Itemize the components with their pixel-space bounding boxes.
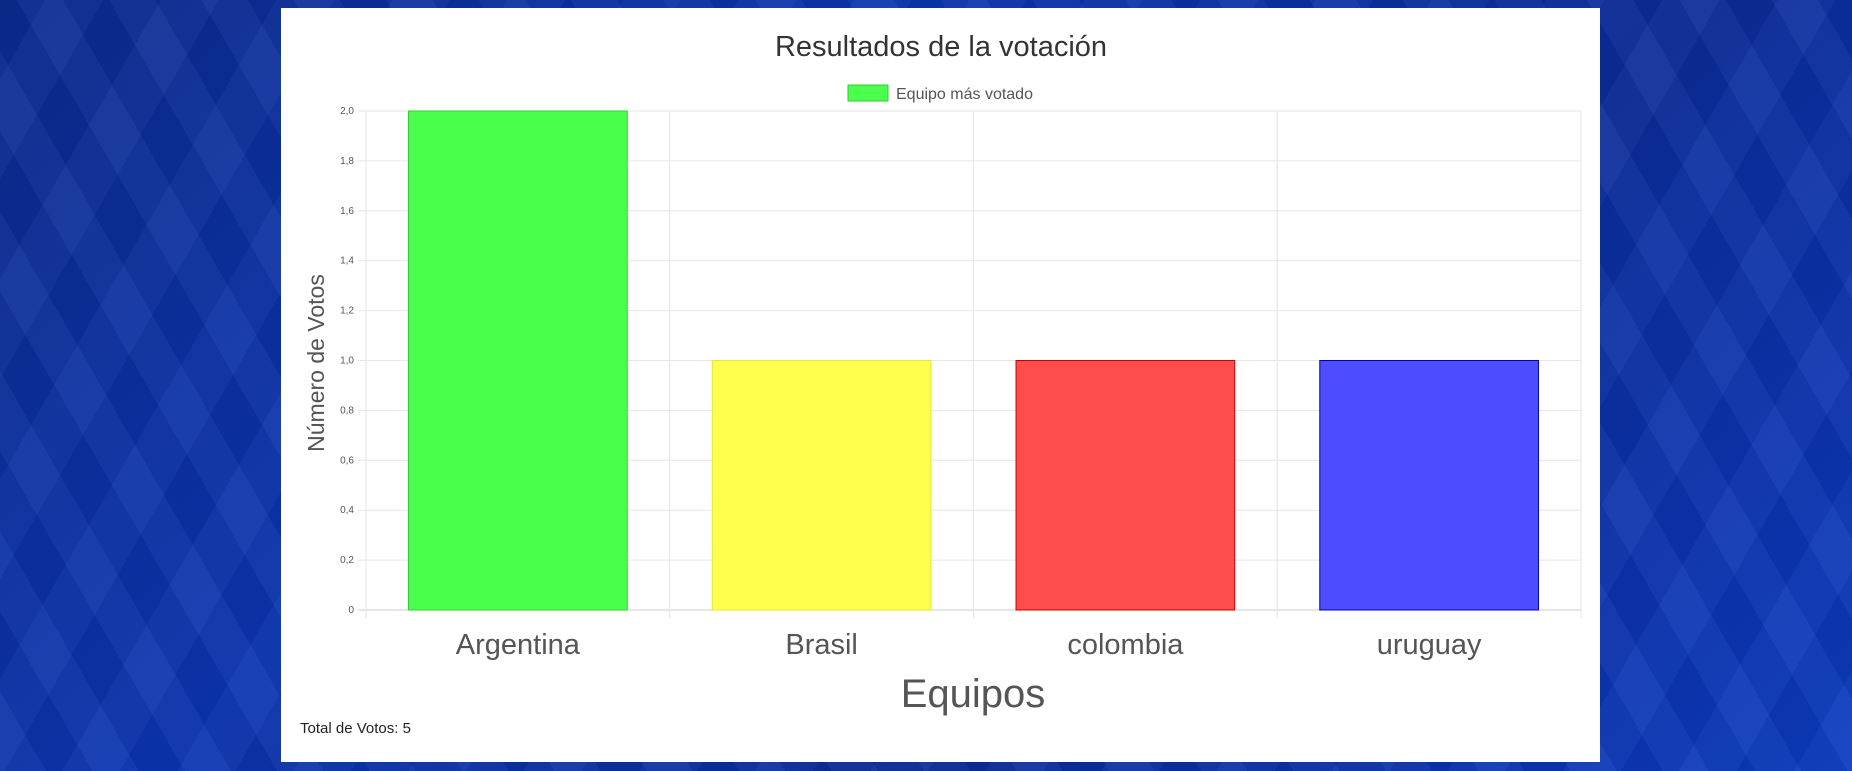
- bars: [408, 110, 1539, 611]
- x-axis-label: Equipos: [901, 672, 1046, 716]
- legend: Equipo más votado: [847, 84, 1033, 103]
- y-tick-label: 0,4: [340, 505, 354, 516]
- legend-label: Equipo más votado: [896, 86, 1033, 103]
- y-tick-label: 0,8: [340, 405, 354, 416]
- y-tick-label: 0,6: [340, 455, 354, 466]
- chart-title: Resultados de la votación: [775, 31, 1107, 63]
- x-tick-label: uruguay: [1377, 629, 1482, 661]
- y-tick-label: 1,2: [340, 306, 354, 317]
- y-axis-label: Número de Votos: [303, 274, 329, 452]
- x-tick-label: colombia: [1067, 629, 1184, 661]
- y-tick-label: 2,0: [340, 106, 354, 117]
- y-tick-label: 0: [348, 605, 354, 616]
- x-tick-label: Argentina: [456, 629, 581, 661]
- y-tick-label: 0,2: [340, 555, 354, 566]
- y-tick-label: 1,4: [340, 256, 354, 267]
- bar-argentina: [408, 110, 628, 611]
- y-tick-label: 1,0: [340, 356, 354, 367]
- x-tick-label: Brasil: [785, 629, 858, 661]
- legend-swatch: [847, 84, 889, 102]
- y-axis-ticks: 0 0,2 0,4 0,6 0,8 1,0 1,2 1,4 1,6 1,8 2,0: [340, 106, 354, 616]
- bar-uruguay: [1319, 360, 1539, 611]
- bar-chart: Resultados de la votación Equipo más vot…: [303, 31, 1582, 716]
- bar-brasil: [711, 360, 932, 611]
- bar-colombia: [1015, 360, 1236, 611]
- y-tick-label: 1,8: [340, 156, 354, 167]
- y-tick-label: 1,6: [340, 206, 354, 217]
- total-votes: Total de Votos: 5: [300, 720, 411, 737]
- chart-card: Resultados de la votación Equipo más vot…: [281, 8, 1600, 762]
- x-axis-ticks: Argentina Brasil colombia uruguay: [456, 629, 1482, 661]
